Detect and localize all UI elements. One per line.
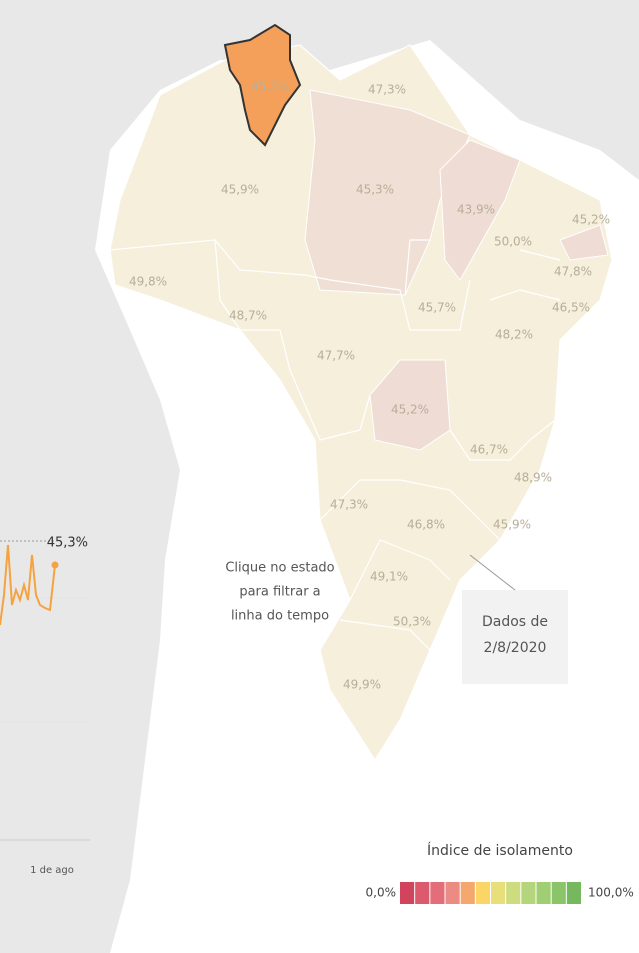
state-label: 45,3%	[251, 80, 289, 94]
legend: Índice de isolamento 0,0% 100,0%	[366, 842, 634, 904]
legend-swatch	[415, 882, 430, 904]
state-label: 45,7%	[418, 301, 456, 315]
state-label: 47,3%	[368, 83, 406, 97]
state-label: 45,2%	[391, 403, 429, 417]
state-borders	[109, 239, 561, 651]
state-highlight	[439, 139, 521, 281]
legend-swatch	[536, 882, 551, 904]
state-label: 45,2%	[572, 213, 610, 227]
legend-swatch	[400, 882, 415, 904]
legend-swatch	[521, 882, 536, 904]
legend-min: 0,0%	[366, 886, 397, 900]
timeline-point	[51, 561, 59, 569]
legend-swatch	[445, 882, 460, 904]
state-highlight	[559, 224, 609, 261]
legend-max: 100,0%	[588, 886, 634, 900]
legend-title: Índice de isolamento	[427, 842, 573, 859]
state-label: 45,3%	[356, 183, 394, 197]
state-label: 45,9%	[493, 518, 531, 532]
state-label: 45,9%	[221, 183, 259, 197]
date-note: 2/8/2020	[484, 640, 547, 656]
state-label: 47,7%	[317, 349, 355, 363]
state-label: 50,0%	[494, 235, 532, 249]
hint-text: linha do tempo	[231, 609, 329, 624]
state-label: 49,1%	[370, 570, 408, 584]
legend-swatch	[475, 882, 490, 904]
date-box	[462, 590, 568, 684]
state-label: 43,9%	[457, 203, 495, 217]
legend-swatch	[566, 882, 581, 904]
state-label: 47,8%	[554, 265, 592, 279]
legend-swatch	[506, 882, 521, 904]
state-label: 50,3%	[393, 615, 431, 629]
state-highlight	[304, 89, 471, 296]
timeline: 45,3% 1 de ago	[0, 536, 90, 876]
state-label: 48,9%	[514, 471, 552, 485]
state-label: 46,7%	[470, 443, 508, 457]
state-label: 49,8%	[129, 275, 167, 289]
date-pointer	[469, 554, 516, 591]
state-label: 48,2%	[495, 328, 533, 342]
state-label: 47,3%	[330, 498, 368, 512]
state-label: 48,7%	[229, 309, 267, 323]
date-note: Dados de	[482, 614, 548, 630]
timeline-value: 45,3%	[47, 536, 88, 551]
legend-swatch	[460, 882, 475, 904]
state-label: 46,8%	[407, 518, 445, 532]
hint-text: Clique no estado	[225, 561, 334, 576]
state-label: 49,9%	[343, 678, 381, 692]
timeline-line	[0, 544, 56, 626]
legend-swatch	[491, 882, 506, 904]
selected-state[interactable]	[223, 23, 302, 147]
hint-text: para filtrar a	[239, 585, 320, 600]
timeline-x-label: 1 de ago	[30, 865, 74, 876]
legend-swatch	[551, 882, 566, 904]
legend-swatch	[430, 882, 445, 904]
state-label: 46,5%	[552, 301, 590, 315]
